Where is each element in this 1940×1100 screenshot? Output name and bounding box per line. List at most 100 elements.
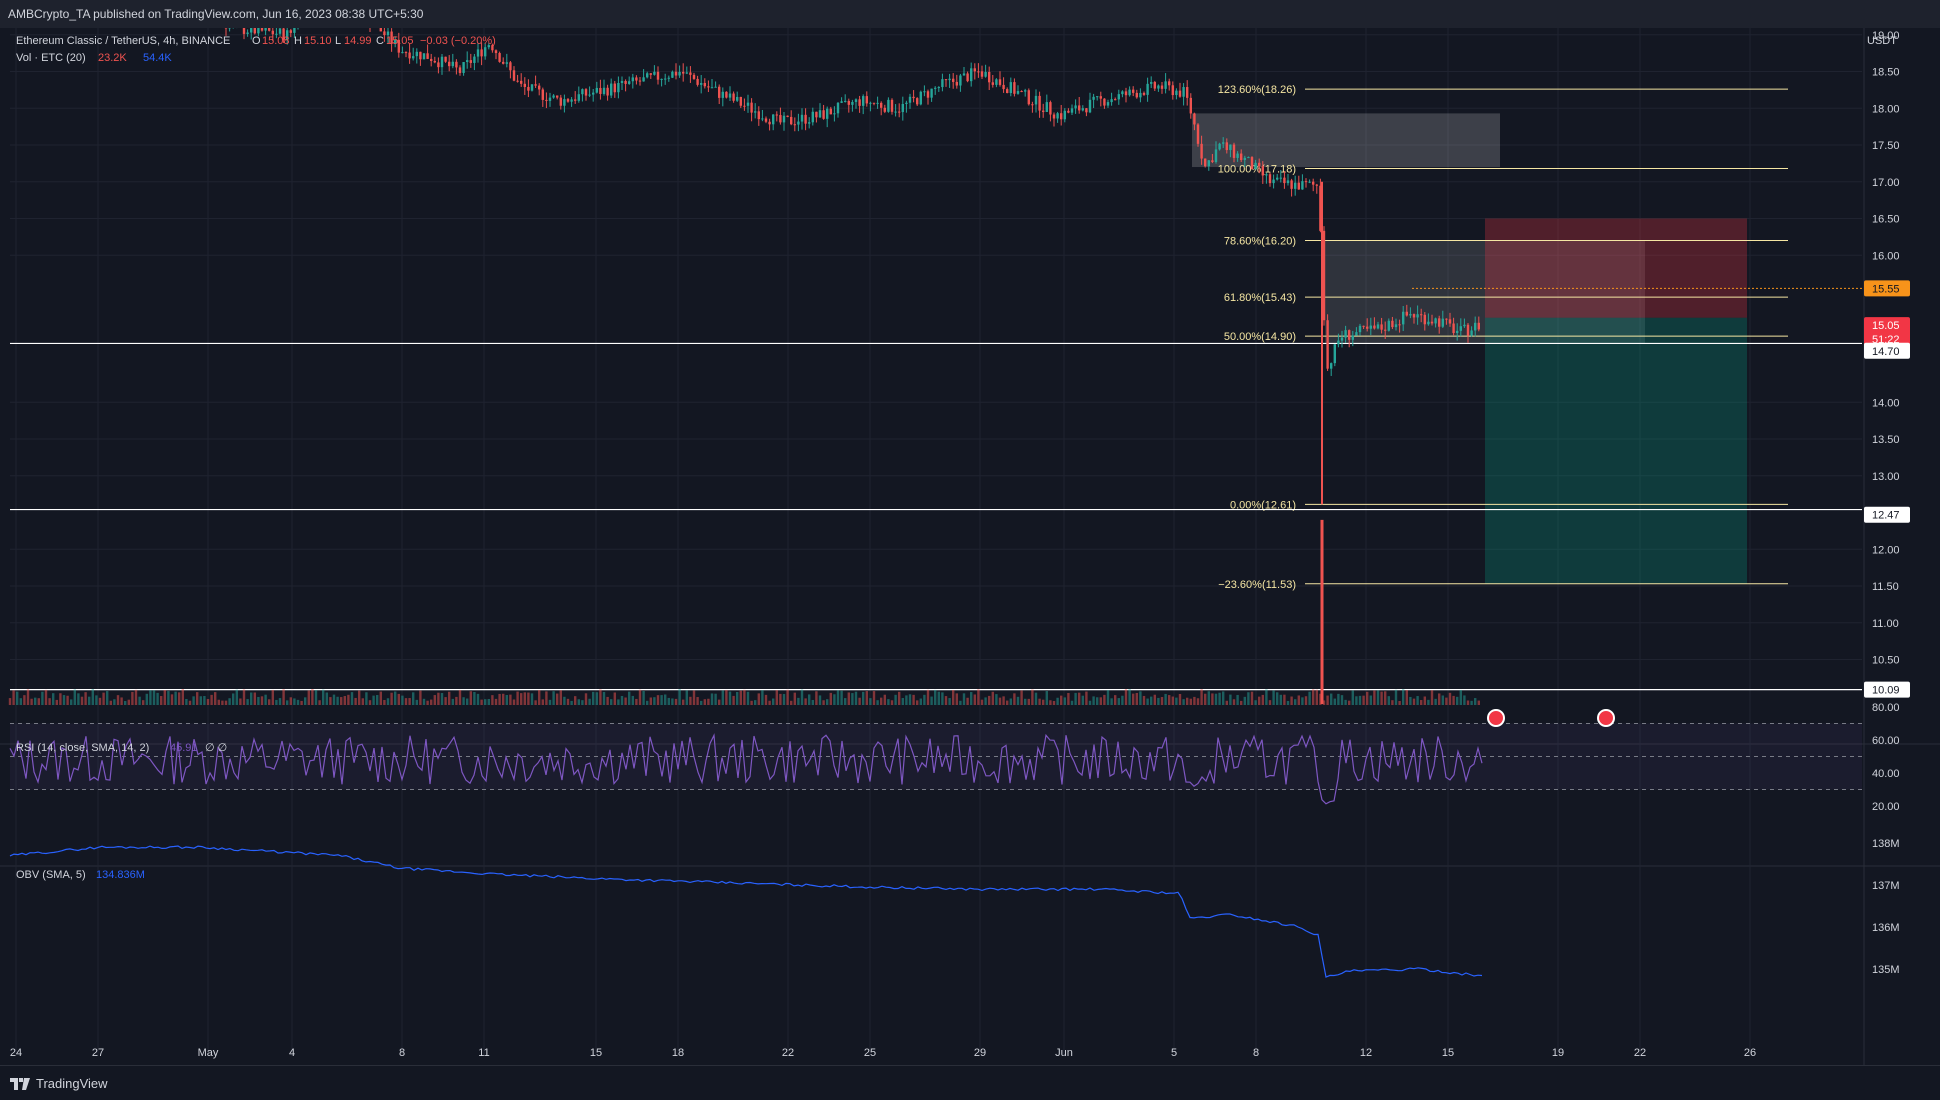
candle-body bbox=[520, 81, 522, 84]
volume-bar bbox=[261, 696, 263, 705]
price-tick-label: 10.50 bbox=[1872, 655, 1900, 667]
volume-bar bbox=[264, 695, 266, 705]
candle-body bbox=[434, 61, 436, 62]
volume-bar bbox=[1442, 695, 1444, 705]
volume-bar bbox=[675, 699, 677, 705]
volume-bar bbox=[1377, 690, 1379, 705]
volume-bar bbox=[437, 693, 439, 705]
candle-body bbox=[624, 81, 626, 84]
volume-bar bbox=[628, 692, 630, 705]
low-value: 14.99 bbox=[344, 35, 372, 47]
volume-bar bbox=[682, 700, 684, 705]
candle-body bbox=[1438, 318, 1440, 326]
volume-bar bbox=[956, 693, 958, 705]
volume-bar bbox=[466, 698, 468, 705]
volume-bar bbox=[1038, 699, 1040, 705]
volume-bar bbox=[884, 695, 886, 705]
volume-bar bbox=[812, 700, 814, 705]
volume-bar bbox=[344, 696, 346, 705]
volume-bar bbox=[250, 693, 252, 705]
candle-body bbox=[596, 88, 598, 93]
candle-body bbox=[1247, 157, 1249, 158]
candle-body bbox=[1042, 111, 1044, 112]
volume-bar bbox=[779, 694, 781, 705]
time-tick-label: 22 bbox=[782, 1047, 794, 1059]
candle-body bbox=[1420, 314, 1422, 315]
candle-body bbox=[833, 113, 835, 114]
volume-bar bbox=[279, 698, 281, 705]
candle-body bbox=[808, 122, 810, 123]
volume-bar bbox=[592, 692, 594, 705]
price-candles bbox=[9, 28, 1480, 504]
volume-bar bbox=[1352, 691, 1354, 705]
volume-bar bbox=[66, 696, 68, 705]
candle-body bbox=[1236, 154, 1238, 158]
chart-area[interactable]: 123.60%(18.26)100.00%(17.18)78.60%(16.20… bbox=[0, 28, 1940, 1065]
candle-body bbox=[1078, 105, 1080, 110]
obv-tick-label: 136M bbox=[1872, 922, 1900, 934]
candle-body bbox=[473, 57, 475, 63]
volume-bar bbox=[448, 692, 450, 705]
chart-canvas[interactable]: 123.60%(18.26)100.00%(17.18)78.60%(16.20… bbox=[0, 28, 1940, 1065]
candle-body bbox=[758, 111, 760, 119]
candle-body bbox=[268, 28, 270, 31]
candle-body bbox=[246, 33, 248, 34]
candle-body bbox=[430, 59, 432, 61]
candle-body bbox=[1020, 91, 1022, 92]
volume-bar bbox=[1110, 698, 1112, 705]
volume-bar bbox=[506, 695, 508, 705]
volume-bar bbox=[696, 697, 698, 705]
candle-body bbox=[506, 62, 508, 63]
price-tick-label: 11.50 bbox=[1872, 581, 1899, 593]
candle-body bbox=[1355, 332, 1357, 335]
candle-body bbox=[646, 73, 648, 77]
candle-body bbox=[837, 103, 839, 113]
volume-bar bbox=[318, 700, 320, 705]
candle-body bbox=[257, 28, 259, 33]
candle-body bbox=[1031, 104, 1033, 105]
volume-bar bbox=[596, 692, 598, 705]
candle-body bbox=[592, 93, 594, 95]
volume-bar bbox=[1416, 696, 1418, 705]
candle-body bbox=[1452, 324, 1454, 334]
volume-bar bbox=[218, 700, 220, 705]
volume-bar bbox=[423, 699, 425, 705]
tradingview-logo[interactable]: TradingView bbox=[10, 1076, 108, 1091]
time-tick-label: 8 bbox=[399, 1047, 405, 1059]
volume-bar bbox=[275, 700, 277, 705]
time-tick-label: May bbox=[198, 1047, 219, 1059]
time-tick-label: Jun bbox=[1055, 1047, 1073, 1059]
candle-body bbox=[1172, 85, 1174, 95]
volume-bar bbox=[1197, 698, 1199, 705]
economic-event-icon[interactable] bbox=[1488, 710, 1504, 726]
volume-bar bbox=[1002, 696, 1004, 705]
volume-bar bbox=[621, 696, 623, 705]
economic-event-icon[interactable] bbox=[1598, 710, 1614, 726]
volume-bar bbox=[797, 698, 799, 705]
candle-body bbox=[1402, 312, 1404, 325]
volume-bar bbox=[1330, 694, 1332, 705]
candle-body bbox=[1071, 108, 1073, 112]
volume-bar bbox=[1316, 690, 1318, 705]
volume-bar bbox=[272, 690, 274, 705]
volume-bar bbox=[293, 698, 295, 705]
volume-bar bbox=[376, 695, 378, 705]
volume-bar bbox=[1254, 700, 1256, 705]
candle-body bbox=[1046, 102, 1048, 112]
volume-bar bbox=[185, 699, 187, 705]
price-tick-label: 13.00 bbox=[1872, 471, 1900, 483]
volume-bar bbox=[639, 690, 641, 705]
volume-bar bbox=[167, 691, 169, 705]
volume-bar bbox=[30, 699, 32, 705]
candle-body bbox=[1298, 183, 1300, 190]
volume-bar bbox=[603, 692, 605, 705]
candle-body bbox=[916, 98, 918, 104]
volume-bar bbox=[902, 698, 904, 705]
volume-bar bbox=[833, 694, 835, 705]
candle-body bbox=[905, 103, 907, 104]
candle-body bbox=[1305, 181, 1307, 182]
volume-bar bbox=[315, 690, 317, 705]
volume-bar bbox=[380, 692, 382, 705]
volume-bar bbox=[995, 694, 997, 705]
